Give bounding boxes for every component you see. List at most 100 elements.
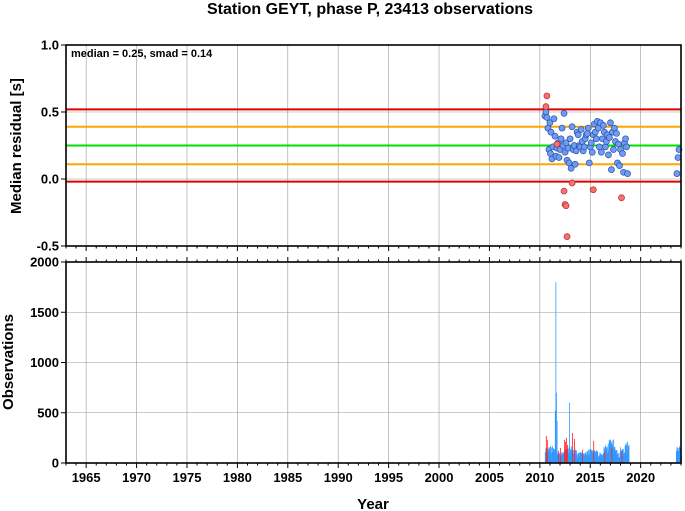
residual-point <box>605 151 612 159</box>
observation-bar <box>561 452 563 463</box>
outlier-bar <box>572 432 573 463</box>
residual-point <box>616 162 623 169</box>
residual-point <box>674 154 682 161</box>
x-axis-label: Year <box>357 496 389 511</box>
outlier-bar <box>545 435 547 463</box>
residual-point <box>619 150 626 157</box>
outlier-point <box>542 103 550 110</box>
observation-bar <box>613 449 615 463</box>
outlier-bar <box>621 450 623 463</box>
y-tick-label: 2000 <box>30 255 59 270</box>
outlier-bar <box>567 444 568 463</box>
observation-bar <box>548 447 550 463</box>
x-tick-label: 1995 <box>374 470 403 485</box>
outlier-point <box>618 194 625 202</box>
outlier-point <box>553 140 561 148</box>
residual-point <box>610 146 617 153</box>
residual-point <box>588 148 596 156</box>
residual-point <box>608 166 615 173</box>
observations-panel: 0 500 1000 1500 2000 1965 1970 1975 1980 1985 199… <box>0 255 682 511</box>
observation-bar <box>562 454 563 463</box>
observation-bar <box>554 410 556 463</box>
residual-point <box>555 154 563 161</box>
outlier-bar <box>593 440 595 463</box>
x-tick-label: 2005 <box>475 470 504 485</box>
residual-point <box>547 128 555 136</box>
observation-bar <box>565 448 567 463</box>
residual-point <box>606 134 613 141</box>
observation-bar <box>547 448 549 463</box>
observation-bar <box>580 452 582 463</box>
observation-bar <box>624 445 626 463</box>
y-tick-label: 1000 <box>30 355 59 370</box>
observation-bar <box>594 451 596 463</box>
outlier-bar <box>564 439 565 463</box>
residual-point <box>557 135 565 143</box>
residual-point <box>623 143 630 151</box>
residual-point <box>584 124 592 132</box>
residual-point <box>624 170 631 177</box>
observation-bar <box>625 445 627 463</box>
residual-point <box>602 143 609 151</box>
observation-bar <box>599 452 601 463</box>
observations-y-ticks: 0 500 1000 1500 2000 <box>30 255 66 471</box>
observation-bar <box>550 447 552 463</box>
residual-point <box>560 109 568 117</box>
x-tick-label: 2000 <box>425 470 454 485</box>
chart-title: Station GEYT, phase P, 23413 observation… <box>207 1 533 18</box>
residual-x-ticks <box>65 246 682 251</box>
residual-point <box>550 115 558 123</box>
outlier-bar <box>558 450 559 463</box>
observation-bar <box>583 452 585 463</box>
observation-bar <box>610 444 612 463</box>
x-tick-label: 2020 <box>626 470 655 485</box>
residual-point <box>551 132 559 140</box>
x-tick-label: 1990 <box>324 470 353 485</box>
outlier-point <box>562 202 570 210</box>
residual-points <box>541 92 683 240</box>
outlier-bar <box>546 439 548 463</box>
observation-bar <box>620 447 621 463</box>
outlier-bar <box>611 447 613 463</box>
y-tick-label: 1.0 <box>41 38 59 53</box>
residual-point <box>580 143 588 151</box>
residual-point <box>577 126 585 133</box>
residual-point <box>598 148 605 156</box>
observation-bar-peak <box>555 282 557 463</box>
x-tick-label: 2015 <box>576 470 605 485</box>
outlier-bar <box>582 449 583 463</box>
residual-point <box>587 139 595 147</box>
outlier-bar <box>565 441 566 463</box>
observations-x-ticks: 1965 1970 1975 1980 1985 1990 1995 2000 2005 2010… <box>65 257 682 485</box>
residual-point <box>567 164 575 172</box>
observation-bar <box>567 453 569 463</box>
x-tick-label: 2010 <box>525 470 554 485</box>
outlier-point <box>560 187 568 195</box>
observation-bar <box>612 448 613 463</box>
observation-bar-spike <box>569 402 570 463</box>
x-tick-label: 1965 <box>72 470 101 485</box>
y-tick-label: -0.5 <box>37 239 59 254</box>
y-tick-label: 0 <box>52 456 59 471</box>
observation-bar <box>628 444 630 463</box>
residual-y-ticks: -0.5 0.0 0.5 1.0 <box>37 38 66 254</box>
y-tick-label: 0.0 <box>41 172 59 187</box>
residual-point <box>543 114 551 121</box>
observation-bar <box>556 420 558 463</box>
residual-point <box>673 170 681 177</box>
residual-point <box>613 130 620 137</box>
observation-bar <box>617 453 619 463</box>
residual-point <box>558 124 566 132</box>
observation-bar <box>592 453 593 463</box>
residual-point <box>583 130 591 137</box>
y-tick-label: 0.5 <box>41 105 59 120</box>
residual-point <box>622 135 629 143</box>
x-tick-label: 1985 <box>273 470 302 485</box>
y-tick-label: 1500 <box>30 305 59 320</box>
observation-bar <box>615 450 617 463</box>
outlier-bar <box>574 438 575 463</box>
residual-point <box>600 122 607 129</box>
residual-panel: -0.5 0.0 0.5 1.0 median = 0.25, smad = 0.14… <box>8 38 683 254</box>
residual-point <box>574 131 582 139</box>
